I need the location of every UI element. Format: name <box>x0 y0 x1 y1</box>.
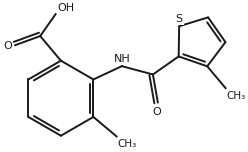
Text: S: S <box>176 14 183 24</box>
Text: OH: OH <box>57 3 74 13</box>
Text: O: O <box>153 107 161 117</box>
Text: NH: NH <box>114 54 130 64</box>
Text: O: O <box>3 41 12 51</box>
Text: CH₃: CH₃ <box>117 139 137 149</box>
Text: CH₃: CH₃ <box>226 91 246 101</box>
